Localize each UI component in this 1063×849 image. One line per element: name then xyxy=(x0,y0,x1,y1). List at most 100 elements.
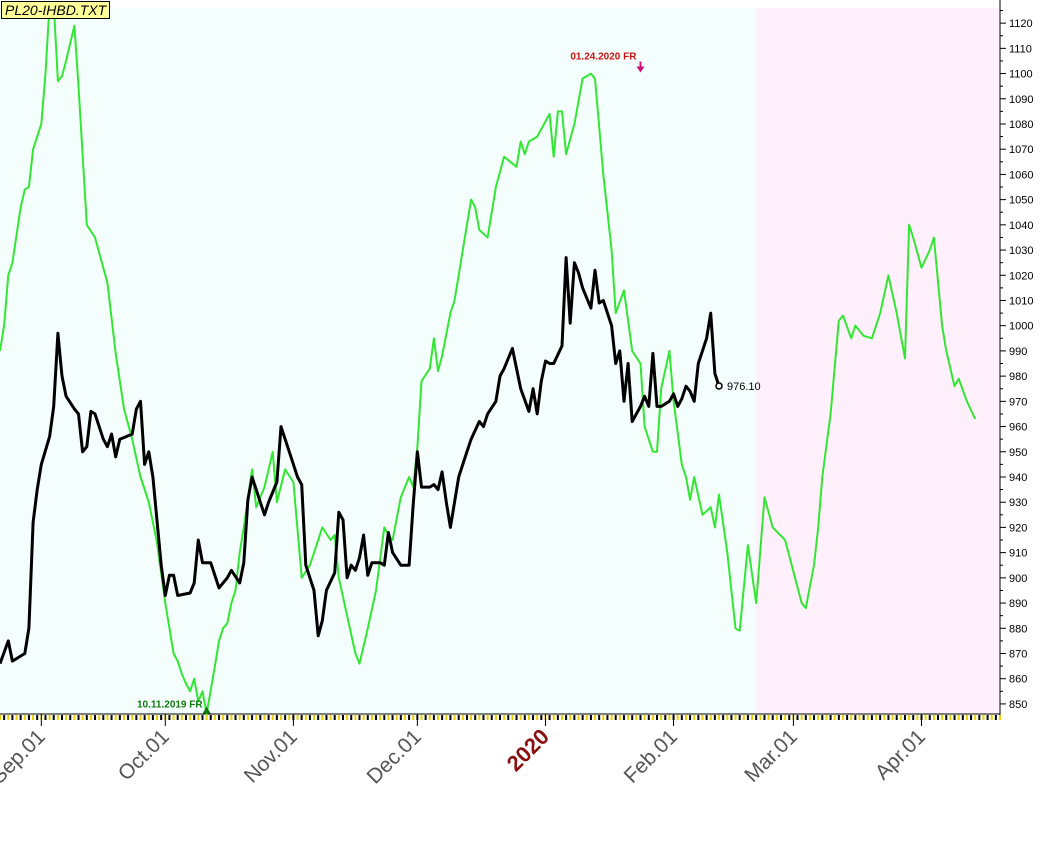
x-day-tick xyxy=(949,715,952,720)
x-day-tick xyxy=(110,715,113,720)
y-tick-label: 940 xyxy=(1009,472,1027,484)
x-day-tick xyxy=(193,715,196,720)
y-tick-label: 1030 xyxy=(1009,245,1033,257)
x-day-tick xyxy=(0,715,1,720)
x-day-tick xyxy=(937,715,940,720)
x-day-tick xyxy=(693,715,696,720)
x-day-tick xyxy=(85,715,88,720)
y-tick-label: 1040 xyxy=(1009,220,1033,232)
y-tick-label: 1090 xyxy=(1009,94,1033,106)
x-day-tick xyxy=(131,715,134,720)
x-day-tick xyxy=(903,715,906,720)
x-day-tick xyxy=(308,715,311,720)
x-day-tick xyxy=(288,715,291,720)
x-day-tick xyxy=(437,715,440,720)
x-day-tick xyxy=(817,715,820,720)
x-day-tick xyxy=(961,715,964,720)
x-day-tick xyxy=(77,715,80,720)
y-tick-label: 1100 xyxy=(1009,69,1033,81)
x-day-tick xyxy=(486,715,489,720)
x-day-tick xyxy=(453,715,456,720)
y-tick-label: 1050 xyxy=(1009,195,1033,207)
x-day-tick xyxy=(796,715,799,720)
x-day-tick xyxy=(755,715,758,720)
x-day-tick xyxy=(242,715,245,720)
y-tick-label: 1000 xyxy=(1009,321,1033,333)
x-day-tick xyxy=(408,715,411,720)
x-day-tick xyxy=(27,715,30,720)
x-day-tick xyxy=(759,715,762,720)
y-tick-label: 930 xyxy=(1009,497,1027,509)
x-day-tick xyxy=(598,715,601,720)
x-day-tick xyxy=(412,715,415,720)
x-day-tick xyxy=(548,715,551,720)
x-day-tick xyxy=(350,715,353,720)
x-day-tick xyxy=(718,715,721,720)
x-day-tick xyxy=(875,715,878,720)
x-day-tick xyxy=(808,715,811,720)
x-day-tick xyxy=(941,715,944,720)
x-day-tick xyxy=(503,715,506,720)
x-day-tick xyxy=(3,715,6,720)
x-day-tick xyxy=(234,715,237,720)
x-tick-label: Mar.01 xyxy=(740,725,802,787)
x-day-tick xyxy=(15,715,18,720)
x-day-tick xyxy=(858,715,861,720)
y-tick-label: 920 xyxy=(1009,522,1027,534)
x-day-tick xyxy=(779,715,782,720)
x-day-tick xyxy=(643,715,646,720)
x-day-tick xyxy=(139,715,142,720)
x-tick-label-group: Sep.01 xyxy=(0,725,50,788)
x-day-tick xyxy=(676,715,679,720)
x-day-tick xyxy=(908,715,911,720)
x-day-tick xyxy=(722,715,725,720)
x-day-tick xyxy=(259,715,262,720)
x-day-tick xyxy=(730,715,733,720)
x-day-tick xyxy=(726,715,729,720)
x-day-tick xyxy=(560,715,563,720)
x-day-tick xyxy=(222,715,225,720)
x-day-tick xyxy=(602,715,605,720)
x-day-tick xyxy=(928,715,931,720)
x-day-tick xyxy=(837,715,840,720)
x-day-tick xyxy=(829,715,832,720)
x-day-tick xyxy=(189,715,192,720)
x-day-tick xyxy=(775,715,778,720)
x-day-tick xyxy=(552,715,555,720)
x-day-tick xyxy=(474,715,477,720)
x-tick-label-group: Oct.01 xyxy=(114,725,174,785)
forecast-series xyxy=(0,2,977,715)
x-day-tick xyxy=(515,715,518,720)
x-day-tick xyxy=(218,715,221,720)
x-day-tick xyxy=(614,715,617,720)
x-day-tick xyxy=(184,715,187,720)
x-day-tick xyxy=(751,715,754,720)
x-day-tick xyxy=(767,715,770,720)
x-axis: Sep.01 Oct.01 Nov.01 Dec.01 2020 Feb.01 Mar.01… xyxy=(0,713,1001,789)
x-day-tick xyxy=(36,715,39,720)
x-day-tick xyxy=(135,715,138,720)
x-day-tick xyxy=(746,715,749,720)
x-day-tick xyxy=(73,715,76,720)
x-day-tick xyxy=(325,715,328,720)
x-day-tick xyxy=(147,715,150,720)
x-day-tick xyxy=(432,715,435,720)
x-day-tick xyxy=(668,715,671,720)
x-day-tick xyxy=(445,715,448,720)
x-day-tick xyxy=(424,715,427,720)
x-day-tick xyxy=(701,715,704,720)
x-day-tick xyxy=(833,715,836,720)
x-day-tick xyxy=(205,715,208,720)
x-day-tick xyxy=(713,715,716,720)
y-tick-label: 890 xyxy=(1009,598,1027,610)
x-day-tick xyxy=(482,715,485,720)
x-day-tick xyxy=(341,715,344,720)
x-day-tick xyxy=(965,715,968,720)
x-day-tick xyxy=(982,715,985,720)
x-day-tick xyxy=(866,715,869,720)
x-day-tick xyxy=(610,715,613,720)
x-day-tick xyxy=(11,715,14,720)
x-tick-label: Feb.01 xyxy=(620,725,683,788)
x-day-tick xyxy=(511,715,514,720)
x-tick-label: Dec.01 xyxy=(363,725,426,788)
